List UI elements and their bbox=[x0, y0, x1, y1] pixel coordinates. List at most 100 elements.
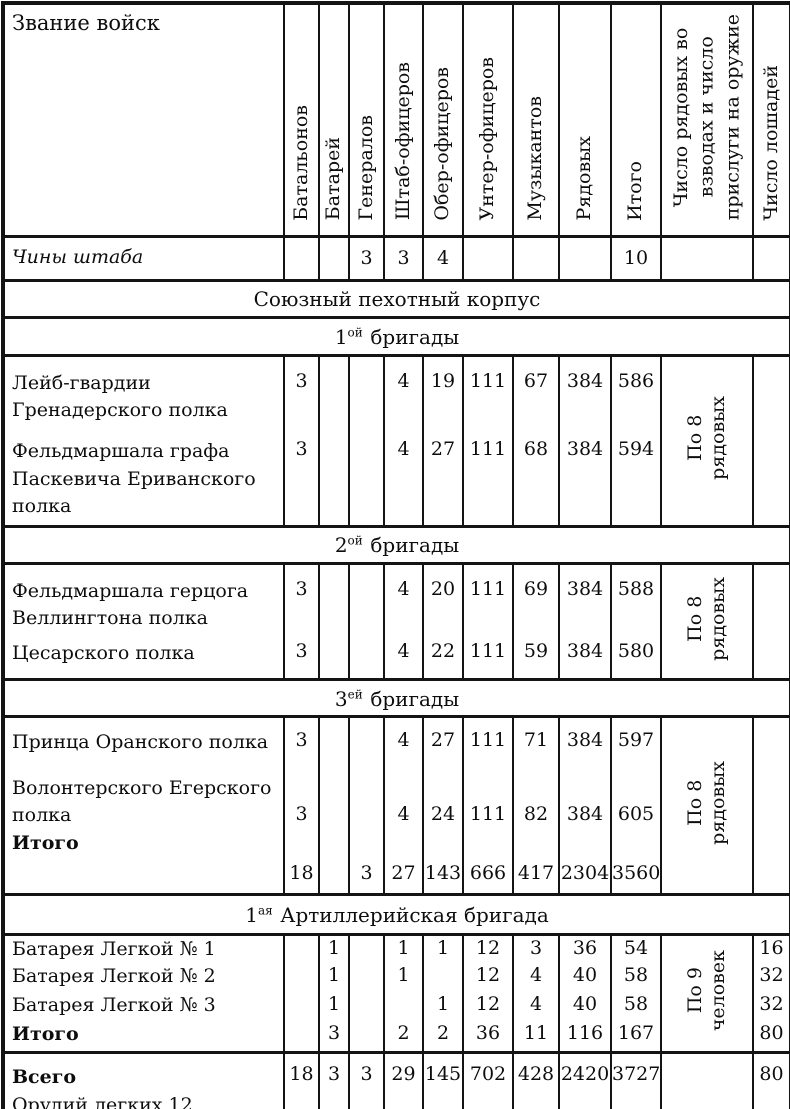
section-brigade2-cell: 2ой бригады bbox=[3, 524, 790, 563]
section-corps: Союзный пехотный корпус bbox=[3, 278, 790, 317]
empty-cell bbox=[512, 234, 559, 280]
grand-total-battalions: 18 bbox=[283, 1050, 319, 1109]
col-header-musicians-label: Музыкантов bbox=[524, 95, 547, 221]
regiment-total: 586 bbox=[610, 353, 661, 425]
regiment-unter-officers: 111 bbox=[462, 353, 513, 425]
section-brigade1-cell: 1ой бригады bbox=[3, 315, 790, 355]
regiment-battalions: 3 bbox=[283, 715, 319, 769]
total-musicians: 11 bbox=[512, 1021, 559, 1053]
regiment-privates: 384 bbox=[558, 561, 611, 633]
empty-cell bbox=[348, 768, 384, 858]
battery-batteries: 1 bbox=[318, 932, 349, 964]
regiment-total: 580 bbox=[610, 632, 661, 680]
empty-cell bbox=[348, 932, 384, 964]
battery-musicians: 4 bbox=[512, 992, 559, 1022]
battery-privates: 40 bbox=[558, 992, 611, 1022]
regiment-name: Лейб-гвардии Гренадерского полка bbox=[12, 371, 228, 422]
total-batteries: 3 bbox=[318, 1021, 349, 1053]
empty-cell bbox=[283, 234, 319, 280]
section-brigade2-sup: ой bbox=[347, 533, 363, 548]
brigade3-total-label: Итого bbox=[12, 831, 79, 854]
grand-total-privates: 2420 bbox=[558, 1050, 611, 1109]
regiment-ober-officers: 27 bbox=[422, 715, 463, 769]
regiment-ober-officers: 24 bbox=[422, 768, 463, 858]
regiment-row: Фельдмаршала герцога Веллингтона полка 3… bbox=[3, 561, 790, 680]
regiment-staff-officers: 4 bbox=[383, 768, 423, 858]
col-header-privates-note: Число рядовых во взводах и число прислуг… bbox=[660, 3, 753, 236]
grand-total-generals: 3 bbox=[348, 1050, 384, 1109]
battery-name-cell: Батарея Легкой № 3 bbox=[3, 992, 284, 1021]
battery-name-cell: Батарея Легкой № 1 bbox=[3, 932, 284, 964]
regiment-ober-officers: 20 bbox=[422, 561, 463, 633]
brigade3-privates-note-cell: По 8 рядовых bbox=[660, 715, 753, 895]
empty-cell bbox=[752, 561, 790, 680]
staff-row: Чины штаба 3 3 4 10 bbox=[3, 234, 790, 280]
empty-cell bbox=[752, 715, 790, 895]
col-header-total-label: Итого bbox=[624, 160, 647, 221]
battery-row: Батарея Легкой № 2 1 1 12 4 40 58 32 bbox=[3, 963, 790, 993]
col-header-musicians: Музыкантов bbox=[512, 3, 559, 236]
col-header-unter-officers-label: Унтер-офицеров bbox=[476, 57, 499, 221]
staff-total: 10 bbox=[610, 234, 661, 280]
total-staff-officers: 27 bbox=[383, 857, 423, 895]
battery-privates: 36 bbox=[558, 932, 611, 964]
col-header-generals: Генералов bbox=[348, 3, 384, 236]
col-header-staff-officers: Штаб-офицеров bbox=[383, 3, 423, 236]
regiment-unter-officers: 111 bbox=[462, 768, 513, 858]
total-horses: 80 bbox=[752, 1021, 790, 1053]
empty-cell bbox=[348, 353, 384, 425]
regiment-ober-officers: 22 bbox=[422, 632, 463, 680]
artillery-total-label: Итого bbox=[12, 1023, 79, 1046]
regiment-staff-officers: 4 bbox=[383, 632, 423, 680]
battery-name: Батарея Легкой № 1 bbox=[12, 937, 216, 960]
col-header-generals-label: Генералов bbox=[354, 115, 377, 221]
total-musicians: 417 bbox=[512, 857, 559, 895]
regiment-row: Фельдмаршала графа Паскевича Ериванского… bbox=[3, 425, 790, 526]
regiment-total: 594 bbox=[610, 425, 661, 526]
battery-horses: 16 bbox=[752, 932, 790, 964]
section-artillery-cell: 1ая Артиллерийская бригада bbox=[3, 892, 790, 935]
regiment-name: Цесарского полка bbox=[12, 641, 195, 664]
total-unter-officers: 666 bbox=[462, 857, 513, 895]
battery-musicians: 4 bbox=[512, 963, 559, 993]
total-unter-officers: 36 bbox=[462, 1021, 513, 1053]
grand-total-staff-officers: 29 bbox=[383, 1050, 423, 1109]
regiment-unter-officers: 111 bbox=[462, 425, 513, 526]
col-header-staff-officers-label: Штаб-офицеров bbox=[391, 62, 414, 221]
section-corps-label: Союзный пехотный корпус bbox=[253, 287, 541, 311]
col-header-battalions-label: Батальонов bbox=[289, 104, 312, 221]
artillery-crew-note-cell: По 9 человек bbox=[660, 932, 753, 1053]
battery-batteries: 1 bbox=[318, 963, 349, 993]
regiment-name: Фельдмаршала графа Паскевича Ериванского… bbox=[12, 440, 256, 518]
regiment-total: 588 bbox=[610, 561, 661, 633]
empty-cell bbox=[348, 425, 384, 526]
regiment-name-cell: Цесарского полка bbox=[3, 633, 284, 680]
brigade1-privates-note-cell: По 8 рядовых bbox=[660, 353, 753, 526]
empty-cell bbox=[3, 857, 284, 894]
grand-total-total: 3727 bbox=[610, 1050, 661, 1109]
section-brigade3-sup: ей bbox=[347, 686, 363, 701]
empty-cell bbox=[660, 1050, 753, 1109]
empty-cell bbox=[752, 234, 790, 280]
brigade3-total-row: 18 3 27 143 666 417 2304 3560 bbox=[3, 857, 790, 895]
regiment-privates: 384 bbox=[558, 768, 611, 858]
grand-total-musicians: 428 bbox=[512, 1050, 559, 1109]
regiment-battalions: 3 bbox=[283, 425, 319, 526]
brigade2-privates-note: По 8 рядовых bbox=[684, 576, 729, 661]
empty-cell bbox=[462, 234, 513, 280]
section-brigade3-cell: 3ей бригады bbox=[3, 678, 790, 717]
empty-cell bbox=[348, 715, 384, 769]
staff-row-label: Чины штаба bbox=[12, 246, 144, 269]
regiment-unter-officers: 111 bbox=[462, 561, 513, 633]
col-header-ober-officers: Обер-офицеров bbox=[422, 3, 463, 236]
corner-label: Звание войск bbox=[12, 11, 160, 35]
empty-cell bbox=[348, 963, 384, 993]
section-brigade3: 3ей бригады bbox=[3, 678, 790, 717]
regiment-privates: 384 bbox=[558, 632, 611, 680]
section-brigade3-num: 3 bbox=[334, 686, 348, 711]
section-brigade1-text: бригады bbox=[370, 324, 460, 349]
total-generals: 3 bbox=[348, 857, 384, 895]
regiment-name-cell: Волонтерского Егерского полка Итого bbox=[3, 769, 284, 858]
regiment-musicians: 82 bbox=[512, 768, 559, 858]
section-brigade2: 2ой бригады bbox=[3, 524, 790, 563]
